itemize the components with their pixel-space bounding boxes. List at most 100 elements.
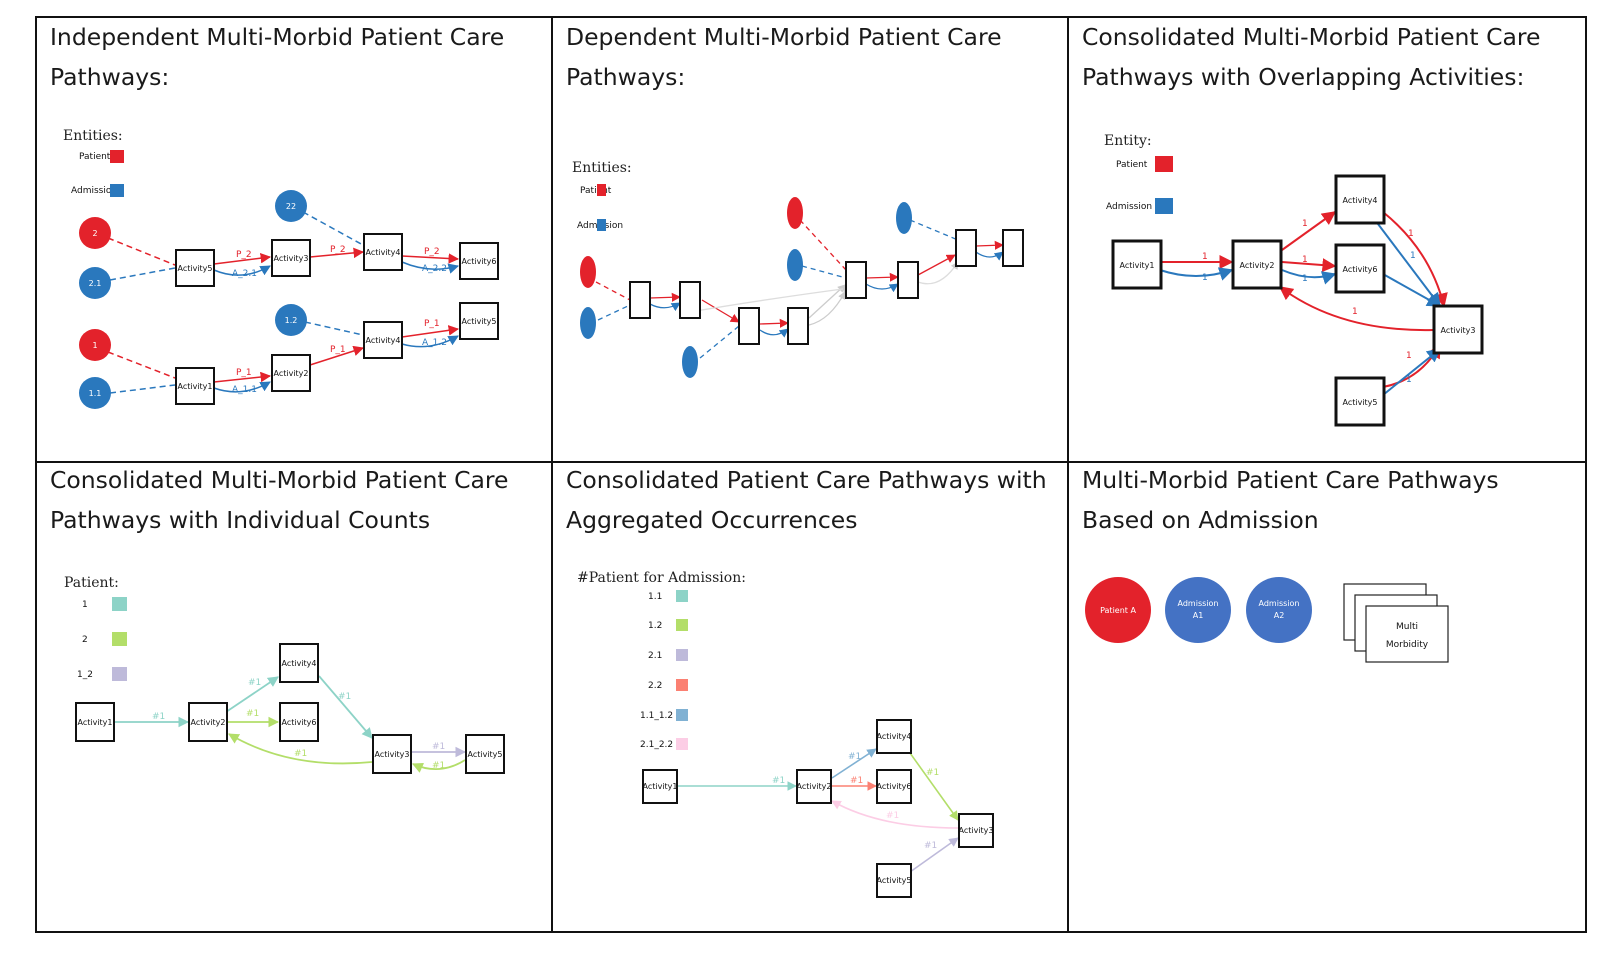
- edge-label: A_2.2: [422, 264, 447, 274]
- aggregated-edges: [678, 748, 959, 873]
- admission-node: [896, 202, 912, 234]
- legend: Patient: 1 2 1_2: [64, 575, 127, 681]
- edge-count: #1: [246, 709, 259, 719]
- patient-node: [580, 256, 596, 288]
- edge-count: #1: [152, 712, 165, 722]
- activity-node: [175, 367, 215, 405]
- panel-title-line2: Aggregated Occurrences: [566, 506, 858, 534]
- activity-label: Activity3: [958, 826, 993, 835]
- edge-count: #1: [338, 692, 351, 702]
- legend-patient-label: Patient: [580, 186, 612, 196]
- edge-count: 1: [1406, 351, 1412, 361]
- activity-label: Activity1: [177, 382, 212, 391]
- node-label: 2: [92, 229, 97, 238]
- legend-heading: #Patient for Admission:: [577, 570, 746, 586]
- admission-node: [79, 377, 111, 409]
- legend-admission-swatch: [110, 184, 124, 197]
- legend-item-label: 1.1_1.2: [640, 711, 673, 721]
- activity-label: Activity4: [365, 336, 400, 345]
- activity-node: [459, 302, 499, 340]
- activity-node: [876, 769, 912, 804]
- admission-circle: [1165, 577, 1231, 643]
- activity-label: Activity2: [796, 782, 831, 791]
- legend-admission-swatch: [1155, 198, 1173, 214]
- edge-label: A_2.1: [232, 269, 257, 279]
- pathway-1-edges: [107, 321, 460, 394]
- legend-patient-swatch: [597, 184, 606, 196]
- panel-aggregated-occurrences: Consolidated Patient Care Pathways with …: [566, 466, 1047, 898]
- admission-node: [580, 307, 596, 339]
- activity-node: [1334, 376, 1386, 427]
- count-edge-labels: #1 #1 #1 #1 #1 #1 #1: [152, 678, 445, 771]
- legend-swatch: [112, 597, 127, 611]
- panel-title-line2: Pathways with Individual Counts: [50, 506, 430, 534]
- panel-title-line2: Based on Admission: [1082, 506, 1319, 534]
- activity-node: [845, 261, 867, 299]
- activity-node: [372, 734, 412, 774]
- legend-swatch: [112, 667, 127, 681]
- aggregated-activity-nodes: [642, 719, 994, 898]
- legend-admission-swatch: [597, 219, 606, 231]
- activity-node: [958, 813, 994, 848]
- activity-node: [459, 242, 499, 280]
- node-label: 2.1: [89, 279, 102, 288]
- dependent-entity-nodes: [580, 197, 912, 378]
- legend-item-label: 1.1: [648, 592, 662, 602]
- panel-title-line1: Dependent Multi-Morbid Patient Care: [566, 23, 1002, 51]
- activity-label: Activity5: [1342, 398, 1377, 407]
- multi-morbidity-label: Multi: [1396, 622, 1418, 632]
- edge-label: P_1: [236, 368, 252, 378]
- count-activity-nodes: [75, 643, 505, 774]
- legend-swatch: [676, 738, 688, 750]
- edge-count: 1: [1302, 219, 1308, 229]
- activity-node: [1002, 229, 1024, 267]
- panel-title-line1: Consolidated Multi-Morbid Patient Care: [50, 466, 509, 494]
- count-edges: [115, 675, 467, 773]
- edge-count: 1: [1352, 307, 1358, 317]
- patient-node: [787, 197, 803, 229]
- edge-label: A_1.2: [422, 338, 447, 348]
- activity-label: Activity1: [1119, 261, 1154, 270]
- activity-label: Activity4: [281, 659, 316, 668]
- admission-node: [787, 249, 803, 281]
- edge-count: #1: [886, 811, 899, 821]
- activity-label: Activity6: [1342, 265, 1377, 274]
- edge-count: 1: [1406, 375, 1412, 385]
- edge-count: #1: [248, 678, 261, 688]
- activity-label: Activity2: [273, 369, 308, 378]
- node-label: 1: [92, 341, 97, 350]
- edge-label: P_1: [424, 319, 440, 329]
- legend: Entities: Patient Admission: [572, 160, 632, 231]
- activity-node: [271, 239, 311, 277]
- panel-based-on-admission: Multi-Morbid Patient Care Pathways Based…: [1082, 466, 1499, 663]
- legend-heading: Entities:: [63, 128, 123, 144]
- edge-count: #1: [772, 776, 785, 786]
- admission-node: [682, 346, 698, 378]
- edge-count: #1: [848, 752, 861, 762]
- activity-label: Activity6: [281, 718, 316, 727]
- edge-count: #1: [432, 742, 445, 752]
- legend-swatch: [676, 709, 688, 721]
- activity-label: Activity6: [461, 257, 496, 266]
- overlap-activity-labels: Activity1 Activity2 Activity4 Activity6 …: [1119, 196, 1475, 407]
- count-activity-labels: Activity1 Activity2 Activity4 Activity6 …: [77, 659, 502, 759]
- admission-circle: [1246, 577, 1312, 643]
- edge-count: 1: [1302, 274, 1308, 284]
- activity-node: [629, 281, 651, 319]
- panel-overlapping-activities: Consolidated Multi-Morbid Patient Care P…: [1082, 23, 1541, 427]
- activity-label: Activity5: [467, 750, 502, 759]
- admission-node: [275, 190, 307, 222]
- activity-node: [1334, 243, 1386, 294]
- patient-circle: [1085, 577, 1151, 643]
- legend-item-label: 2.1_2.2: [640, 740, 673, 750]
- activity-node: [75, 702, 115, 742]
- activity-node: [175, 249, 215, 287]
- panel-title-line2: Pathways:: [566, 63, 685, 91]
- activity-label: Activity4: [365, 248, 400, 257]
- activity-label: Activity1: [77, 718, 112, 727]
- activity-node: [796, 769, 832, 804]
- panel-title-line1: Independent Multi-Morbid Patient Care: [50, 23, 504, 51]
- activity-node: [679, 281, 701, 319]
- multi-morbidity-label: Morbidity: [1386, 640, 1429, 650]
- activity-label: Activity5: [876, 876, 911, 885]
